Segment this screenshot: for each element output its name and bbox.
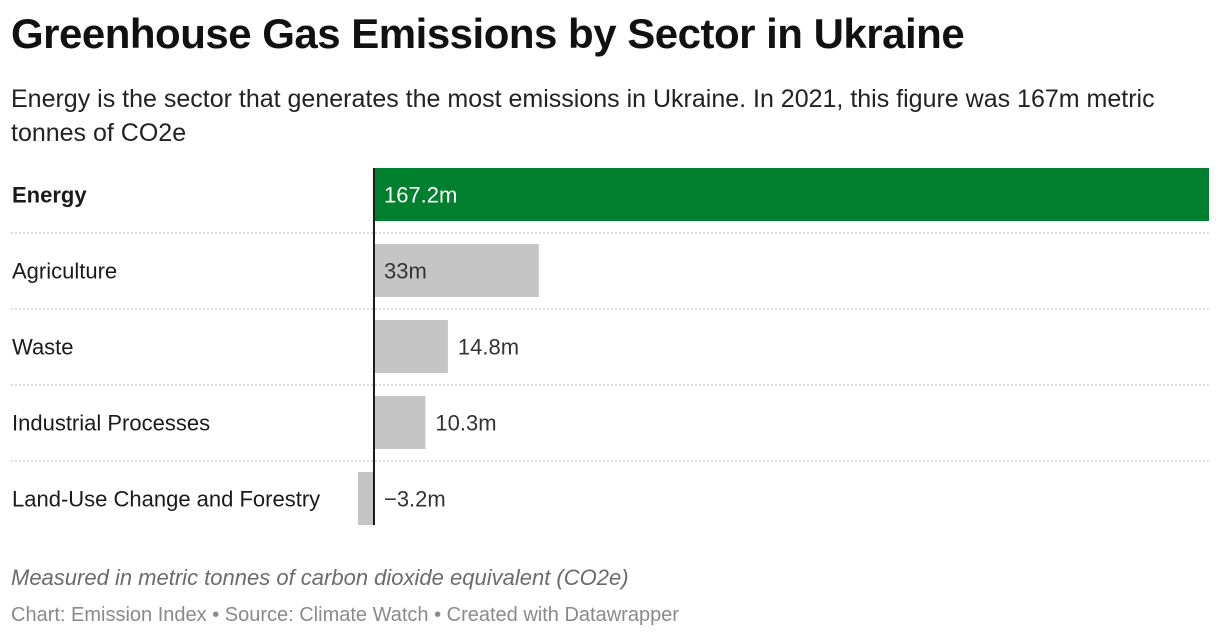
category-label: Waste <box>12 335 74 360</box>
bar <box>373 168 1210 221</box>
chart-byline: Chart: Emission Index • Source: Climate … <box>11 604 679 626</box>
category-label: Land-Use Change and Forestry <box>12 487 320 512</box>
value-label: −3.2m <box>384 487 446 512</box>
bar-chart: Energy 167.2m Agriculture 33m Waste 14.8m Indu… <box>11 168 1210 525</box>
bar <box>373 396 426 449</box>
category-label: Energy <box>12 183 87 208</box>
bar <box>358 472 374 525</box>
value-label: 10.3m <box>435 411 496 436</box>
chart-title: Greenhouse Gas Emissions by Sector in Uk… <box>11 10 965 57</box>
chart-notes: Measured in metric tonnes of carbon diox… <box>11 565 629 590</box>
value-label: 167.2m <box>384 183 457 208</box>
bar <box>373 244 539 297</box>
category-label: Agriculture <box>12 259 117 284</box>
bar <box>373 320 448 373</box>
value-label: 14.8m <box>458 335 519 360</box>
value-label: 33m <box>384 259 427 284</box>
chart-subtitle: Energy is the sector that generates the … <box>11 85 1155 147</box>
category-label: Industrial Processes <box>12 411 210 436</box>
